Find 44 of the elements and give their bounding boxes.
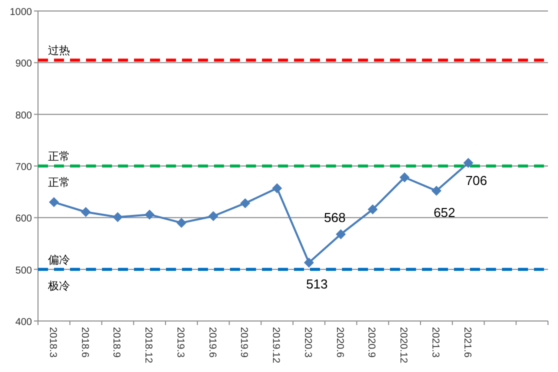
y-tick-label: 900 — [15, 58, 32, 70]
ref-line-label: 过热 — [48, 44, 70, 58]
x-tick-label: 2021.6 — [461, 327, 472, 358]
x-tick-label: 2019.6 — [206, 327, 218, 358]
point — [240, 198, 250, 208]
y-tick-label: 700 — [15, 162, 32, 173]
ref-line-label: 偏冷 — [48, 254, 70, 266]
x-tick-label: 2020.6 — [334, 327, 345, 358]
x-tick-label: 2020.3 — [302, 327, 313, 358]
point — [208, 211, 218, 222]
x-tick-label: 2019.12 — [270, 327, 282, 364]
y-tick-label: 600 — [15, 214, 32, 225]
x-tick-label: 2018.9 — [110, 327, 122, 358]
point — [176, 218, 186, 228]
y-tick-label: 500 — [15, 265, 32, 276]
x-tick-label: 2018.6 — [78, 327, 90, 358]
point — [304, 258, 314, 268]
data-label: 568 — [324, 210, 346, 226]
x-tick-label: 2019.3 — [174, 327, 186, 358]
x-tick-label: 2020.9 — [366, 327, 377, 358]
x-tick-label: 2018.12 — [142, 327, 154, 364]
y-tick-label: 1000 — [10, 7, 32, 18]
x-tick-label: 2018.3 — [46, 327, 58, 358]
point — [336, 229, 346, 240]
point — [463, 158, 474, 168]
ref-line-label: 正常 — [48, 150, 70, 163]
x-tick-label: 2020.12 — [398, 327, 409, 364]
point — [80, 206, 91, 217]
point — [368, 204, 378, 214]
x-tick-label: 2021.3 — [429, 327, 440, 358]
data-label: 706 — [465, 172, 488, 188]
y-tick-label: 800 — [15, 110, 32, 122]
annotation: 正常 — [48, 176, 70, 189]
data-label: 513 — [306, 276, 328, 292]
y-tick-label: 400 — [15, 317, 32, 328]
point — [48, 197, 59, 208]
point — [431, 186, 442, 196]
x-tick-label: 2019.9 — [238, 327, 250, 358]
data-label: 652 — [434, 204, 456, 220]
point — [272, 183, 282, 194]
point — [400, 172, 410, 182]
point — [112, 212, 123, 222]
point — [144, 210, 155, 220]
annotation: 极冷 — [47, 280, 70, 292]
